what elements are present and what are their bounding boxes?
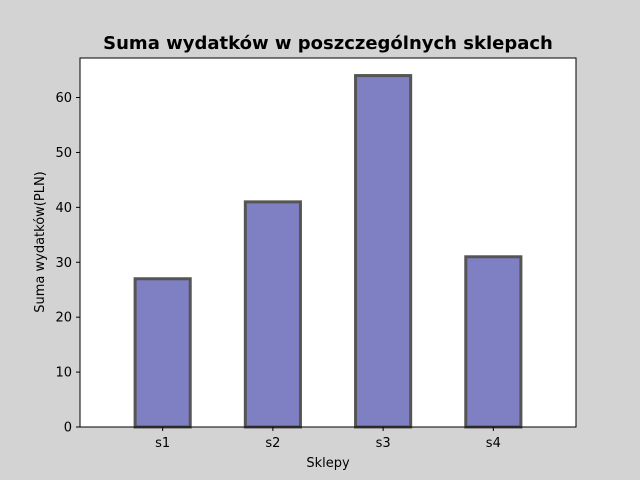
x-tick-label: s2	[265, 436, 280, 451]
y-tick-label: 0	[64, 421, 72, 436]
y-axis: 0 10 20 30 40 50 60	[55, 91, 80, 436]
bar-s1	[133, 277, 192, 429]
x-axis-label: Sklepy	[306, 456, 350, 471]
y-tick-label: 60	[55, 91, 72, 106]
x-axis: s1 s2 s3 s4	[155, 427, 501, 451]
x-tick-label: s3	[376, 436, 391, 451]
y-tick-label: 40	[55, 201, 72, 216]
x-tick-label: s4	[486, 436, 501, 451]
plot-frame	[79, 57, 577, 428]
bar-s4	[464, 255, 523, 429]
y-tick-label: 30	[55, 256, 72, 271]
bar-s3	[354, 74, 413, 429]
chart-title: Suma wydatków w poszczególnych sklepach	[103, 33, 553, 54]
x-tick-label: s1	[155, 436, 170, 451]
y-tick-label: 10	[55, 366, 72, 381]
bars-group	[133, 74, 523, 429]
y-tick-label: 20	[55, 311, 72, 326]
bar-s2	[243, 200, 302, 429]
y-tick-label: 50	[55, 146, 72, 161]
y-axis-label: Suma wydatków(PLN)	[33, 171, 48, 313]
